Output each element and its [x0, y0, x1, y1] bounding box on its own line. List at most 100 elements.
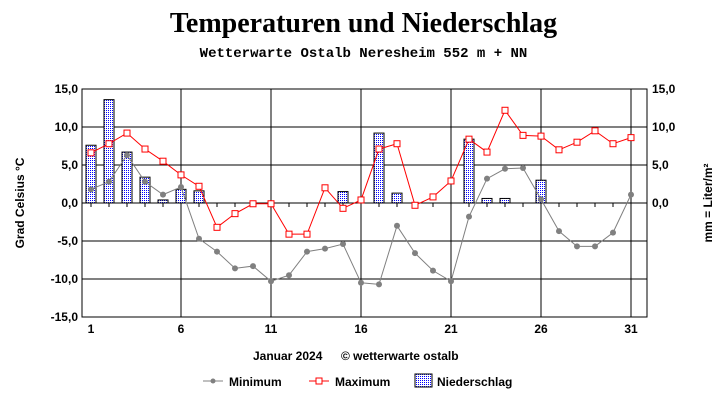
- maximum-point: [105, 140, 113, 148]
- maximum-point: [87, 149, 95, 157]
- minimum-point: [304, 248, 310, 255]
- maximum-point: [303, 230, 311, 238]
- y-tick-label-left: 15,0: [55, 82, 79, 96]
- x-tick-label: 11: [265, 322, 278, 336]
- minimum-point: [178, 184, 184, 191]
- legend-minimum: Minimum: [203, 375, 282, 389]
- precipitation-bar: [337, 191, 349, 204]
- maximum-point: [411, 201, 419, 209]
- y-tick-label-left: -15,0: [51, 310, 79, 324]
- maximum-point: [195, 182, 203, 190]
- y-axis-label-left: Grad Celsius °C: [13, 157, 27, 248]
- y-tick-label-right: 0,0: [652, 196, 669, 210]
- minimum-point: [466, 213, 472, 220]
- maximum-point: [123, 129, 131, 137]
- y-tick-label-left: -5,0: [57, 234, 78, 248]
- x-tick-label: 21: [444, 322, 458, 336]
- precipitation-bar: [373, 132, 385, 204]
- minimum-point: [142, 178, 148, 185]
- minimum-point: [610, 229, 616, 236]
- precipitation-bar: [193, 190, 205, 204]
- minimum-point: [538, 196, 544, 203]
- minimum-point: [340, 241, 346, 248]
- maximum-point: [177, 171, 185, 179]
- maximum-point: [609, 140, 617, 148]
- minimum-point: [268, 278, 274, 285]
- maximum-point: [141, 145, 149, 153]
- legend-label-niederschlag: Niederschlag: [437, 375, 512, 389]
- maximum-point: [429, 193, 437, 201]
- maximum-point: [357, 196, 365, 204]
- y-tick-label-right: 5,0: [652, 158, 669, 172]
- legend-niederschlag: Niederschlag: [414, 373, 512, 389]
- y-tick-label-left: 0,0: [61, 196, 78, 210]
- minimum-point: [574, 243, 580, 250]
- maximum-point: [591, 127, 599, 135]
- precipitation-bar: [391, 192, 403, 204]
- maximum-point: [501, 106, 509, 114]
- maximum-point: [393, 140, 401, 148]
- maximum-point: [285, 230, 293, 238]
- x-tick-label: 6: [178, 322, 185, 336]
- minimum-point: [358, 279, 364, 286]
- minimum-point: [556, 228, 562, 235]
- y-tick-label-left: -10,0: [51, 272, 79, 286]
- precipitation-bar: [121, 151, 133, 204]
- maximum-point: [627, 134, 635, 142]
- minimum-point: [412, 250, 418, 257]
- minimum-point: [520, 165, 526, 172]
- maximum-point: [213, 223, 221, 231]
- axes: 15,0 10,0 5,0 0,0 -5,0 -10,0 -15,0 15,0 10,0 5,0 0…: [51, 82, 676, 336]
- maximum-point: [465, 135, 473, 143]
- maximum-point: [573, 138, 581, 146]
- precipitation-bar: [535, 179, 547, 204]
- maximum-point: [537, 132, 545, 140]
- maximum-point: [483, 148, 491, 156]
- minimum-point: [286, 272, 292, 279]
- minimum-point: [628, 191, 634, 198]
- y-tick-label-right: 10,0: [652, 120, 676, 134]
- precipitation-bar: [157, 199, 169, 204]
- minimum-point: [484, 175, 490, 182]
- precipitation-bar: [499, 197, 511, 204]
- maximum-point: [447, 177, 455, 185]
- legend-label-minimum: Minimum: [229, 375, 282, 389]
- y-tick-label-right: 15,0: [652, 82, 676, 96]
- precipitation-bar: [139, 176, 151, 204]
- legend-maximum: Maximum: [309, 375, 390, 389]
- maximum-point: [339, 204, 347, 212]
- precipitation-bars: [85, 99, 547, 204]
- maximum-point: [249, 200, 257, 208]
- minimum-point: [592, 243, 598, 250]
- x-tick-label: 16: [354, 322, 368, 336]
- precipitation-bar: [85, 144, 97, 204]
- minimum-point: [448, 278, 454, 285]
- minimum-point: [394, 222, 400, 229]
- maximum-point: [555, 146, 563, 154]
- x-tick-label: 26: [534, 322, 548, 336]
- minimum-point: [196, 235, 202, 242]
- y-tick-label-left: 10,0: [55, 120, 79, 134]
- minimum-point: [232, 265, 238, 272]
- minimum-point: [322, 245, 328, 252]
- precipitation-bar: [481, 197, 493, 204]
- legend: Minimum Maximum Niederschlag: [203, 373, 512, 389]
- precipitation-bar: [463, 138, 475, 204]
- copyright: © wetterwarte ostalb: [341, 349, 459, 363]
- temperature-lines: [87, 106, 635, 288]
- maximum-point: [321, 184, 329, 192]
- minimum-point: [502, 165, 508, 172]
- x-tick-label: 1: [88, 322, 95, 336]
- maximum-point: [375, 145, 383, 153]
- minimum-point: [160, 191, 166, 198]
- maximum-point: [519, 131, 527, 139]
- x-tick-label: 31: [624, 322, 638, 336]
- y-axis-label-right: mm = Liter/m²: [701, 163, 715, 242]
- legend-label-maximum: Maximum: [335, 375, 390, 389]
- minimum-point: [106, 178, 112, 185]
- minimum-point: [124, 152, 130, 159]
- minimum-point: [250, 263, 256, 270]
- chart-subtitle: Wetterwarte Ostalb Neresheim 552 m + NN: [199, 46, 528, 62]
- maximum-point: [159, 157, 167, 165]
